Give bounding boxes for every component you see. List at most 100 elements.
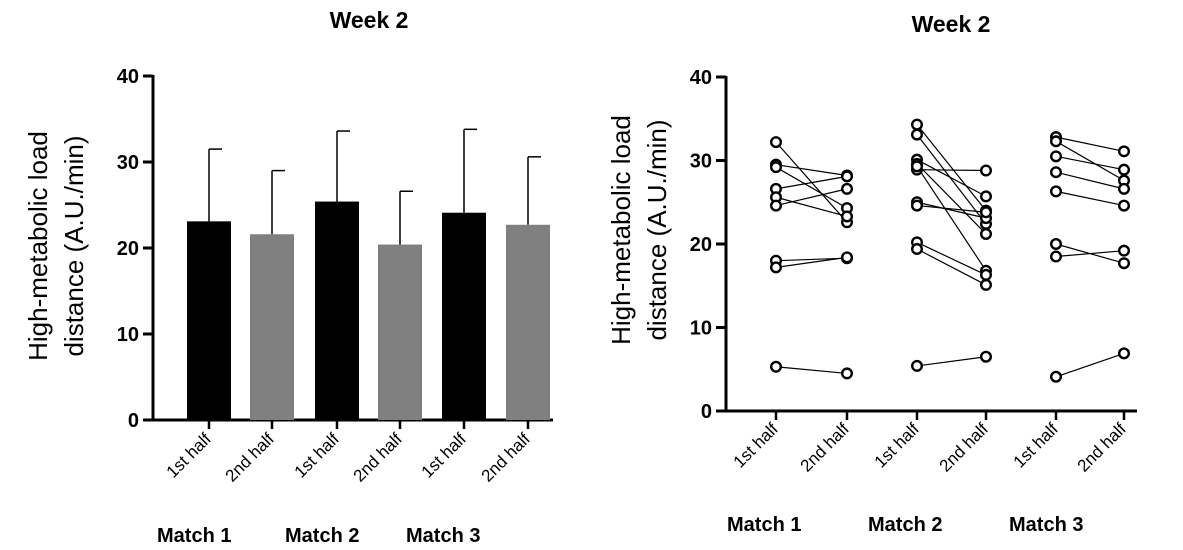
scatter-point-2nd-half <box>841 251 854 264</box>
bar <box>506 224 550 420</box>
bar-chart-category-label: 2nd half <box>350 429 406 485</box>
paired-line <box>775 164 848 177</box>
paired-scatter-chart-panel: Week 2 High-metabolic load distance (A.U… <box>606 11 1137 536</box>
scatter-point-2nd-half <box>980 350 993 363</box>
scatter-chart-category-label: 1st half <box>871 419 923 471</box>
scatter-chart-category-label: 1st half <box>1010 419 1062 471</box>
scatter-point-2nd-half <box>1117 347 1130 360</box>
scatter-point-1st-half <box>911 160 924 173</box>
scatter-chart-match-label: Match 3 <box>1009 514 1083 536</box>
bar-chart-y-axis-label-line-2: distance (A.U./min) <box>59 135 89 356</box>
paired-line <box>1055 155 1125 171</box>
bar-chart-title: Week 2 <box>330 7 409 33</box>
scatter-point-1st-half <box>1049 185 1062 198</box>
paired-line <box>775 188 848 207</box>
scatter-chart-category-label: 1st half <box>730 419 782 471</box>
bar-chart-category-label: 1st half <box>291 429 343 481</box>
scatter-chart-y-axis-label-line-1: High-metabolic load <box>606 115 636 345</box>
paired-line <box>1055 171 1125 190</box>
scatter-point-1st-half <box>911 243 924 256</box>
bar-chart-category-label: 2nd half <box>478 429 534 485</box>
bar-chart-match-label: Match 1 <box>157 525 231 547</box>
scatter-chart-match-label: Match 1 <box>727 514 801 536</box>
scatter-chart-y-axis-label: High-metabolic load distance (A.U./min) <box>606 115 672 345</box>
bar <box>378 244 422 420</box>
bar-chart-match-label: Match 3 <box>406 525 480 547</box>
scatter-point-1st-half <box>1049 237 1062 250</box>
scatter-point-1st-half <box>770 161 783 174</box>
paired-lines-match-1 <box>775 141 848 375</box>
scatter-point-2nd-half <box>980 268 993 281</box>
bar-chart-y-tick-label: 10 <box>117 324 139 346</box>
scatter-point-1st-half <box>1049 135 1062 148</box>
bar <box>315 201 359 420</box>
bar <box>250 234 294 420</box>
paired-line <box>775 366 848 375</box>
scatter-chart-y-tick-label: 0 <box>701 401 712 423</box>
scatter-point-1st-half <box>1049 250 1062 263</box>
paired-line <box>916 124 987 211</box>
paired-line <box>1055 140 1125 182</box>
bar-chart-y-axis-label-line-1: High-metabolic load <box>23 131 53 361</box>
paired-line <box>1055 352 1125 378</box>
scatter-point-1st-half <box>911 118 924 131</box>
paired-line <box>916 166 987 272</box>
scatter-point-2nd-half <box>1117 244 1130 257</box>
scatter-point-2nd-half <box>841 170 854 183</box>
paired-line <box>916 159 987 197</box>
scatter-chart-y-tick-label: 40 <box>690 67 712 89</box>
scatter-point-2nd-half <box>980 206 993 219</box>
scatter-point-1st-half <box>1049 150 1062 163</box>
scatter-point-2nd-half <box>980 278 993 291</box>
paired-line <box>916 134 987 225</box>
scatter-point-1st-half <box>1049 166 1062 179</box>
scatter-point-2nd-half <box>1117 199 1130 212</box>
scatter-point-2nd-half <box>841 210 854 223</box>
scatter-point-2nd-half <box>1117 182 1130 195</box>
scatter-point-2nd-half <box>980 164 993 177</box>
bar-chart-y-tick-label: 0 <box>128 410 139 432</box>
bar-chart-y-tick-label: 30 <box>117 152 139 174</box>
scatter-point-1st-half <box>770 199 783 212</box>
scatter-chart-title: Week 2 <box>912 11 991 37</box>
paired-line <box>916 201 987 219</box>
scatter-point-2nd-half <box>980 190 993 203</box>
scatter-chart-y-axis-label-line-2: distance (A.U./min) <box>642 119 672 340</box>
scatter-point-1st-half <box>770 261 783 274</box>
scatter-point-1st-half <box>1049 370 1062 383</box>
bar-chart-y-tick-label: 20 <box>117 238 139 260</box>
paired-line <box>775 166 848 209</box>
paired-line <box>916 169 987 172</box>
bar <box>442 212 486 420</box>
scatter-chart-match-label: Match 2 <box>868 514 942 536</box>
scatter-chart-category-label: 2nd half <box>1074 419 1130 475</box>
bar-chart-match-label: Match 2 <box>285 525 359 547</box>
scatter-point-2nd-half <box>1117 163 1130 176</box>
paired-line <box>1055 190 1125 207</box>
paired-line <box>916 204 987 213</box>
paired-line <box>916 163 987 235</box>
paired-lines-match-3 <box>1055 136 1125 378</box>
scatter-point-2nd-half <box>1117 257 1130 270</box>
scatter-point-2nd-half <box>1117 145 1130 158</box>
bar-chart-category-label: 1st half <box>163 429 215 481</box>
paired-line <box>916 248 987 286</box>
scatter-point-1st-half <box>911 199 924 212</box>
paired-line <box>775 175 848 190</box>
paired-line <box>916 241 987 276</box>
scatter-point-1st-half <box>770 136 783 149</box>
paired-line <box>775 256 848 268</box>
scatter-point-2nd-half <box>841 367 854 380</box>
paired-line <box>1055 136 1125 152</box>
paired-line <box>1055 250 1125 258</box>
bar-chart-panel: Week 2 High-metabolic load distance (A.U… <box>23 7 553 547</box>
paired-line <box>916 356 987 367</box>
bar-chart-category-label: 2nd half <box>222 429 278 485</box>
scatter-chart-category-label: 2nd half <box>936 419 992 475</box>
scatter-chart-y-tick-label: 20 <box>690 234 712 256</box>
bar-chart-category-label: 1st half <box>418 429 470 481</box>
scatter-chart-y-tick-label: 30 <box>690 151 712 173</box>
scatter-point-2nd-half <box>841 182 854 195</box>
